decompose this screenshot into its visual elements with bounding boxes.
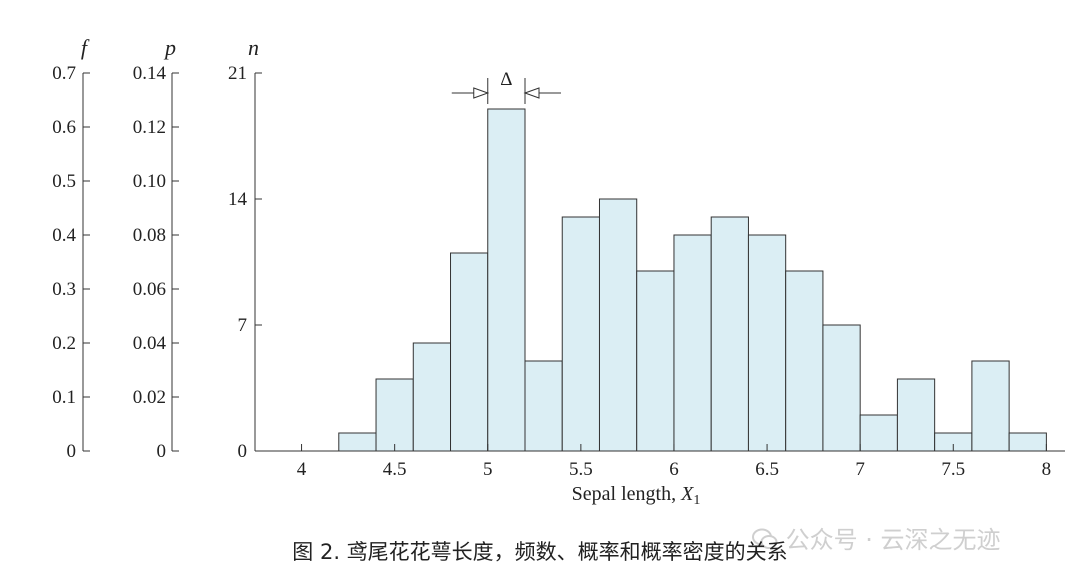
bar-7 (598, 198, 638, 452)
x-axis-tick-label: 7.5 (941, 459, 965, 480)
wechat-icon (752, 528, 778, 549)
bar-5 (524, 360, 563, 452)
delta-left-arrowhead (473, 87, 490, 99)
bar-17 (971, 360, 1010, 452)
axis-n-tick-label: 21 (228, 63, 247, 84)
axis-n-variable: n (248, 35, 259, 60)
bar-13 (822, 324, 861, 452)
bar-9 (673, 234, 712, 452)
x-axis-tick-label: 5 (483, 459, 493, 480)
left-axes-group: 0 0.1 0.2 0.3 0.4 0.5 0.6 0.7f 0 0.02 0.04 0.06 0.08… (52, 35, 262, 462)
bar-0 (338, 432, 377, 452)
figure-caption: 图 2. 鸢尾花花萼长度，频数、概率和概率密度的关系 (292, 540, 788, 564)
axis-p-tick-label: 0 (157, 441, 167, 462)
watermark: 公众号 · 云深之无迹 (752, 520, 1001, 555)
x-axis-label-variable: X (680, 483, 694, 505)
bar-3 (450, 252, 489, 452)
bar-8 (636, 270, 675, 452)
axis-p-tick-label: 0.06 (133, 279, 166, 300)
axis-f-tick-label: 0.7 (52, 63, 76, 84)
bar-11 (747, 234, 787, 452)
bar-1 (375, 378, 414, 452)
axis-f-tick-label: 0.6 (52, 117, 76, 138)
axis-p-tick-label: 0.02 (133, 387, 166, 408)
x-axis-label-subscript: 1 (693, 493, 700, 508)
axis-p-tick-label: 0.08 (133, 225, 166, 246)
axis-n-tick-label: 0 (238, 441, 248, 462)
watermark-text: 公众号 · 云深之无迹 (785, 526, 1001, 554)
axis-f-tick-label: 0.2 (52, 333, 76, 354)
axis-n-tick-label: 7 (238, 315, 248, 336)
axis-p-variable: p (163, 35, 176, 60)
axis-f-variable: f (81, 35, 90, 60)
axis-p-tick-label: 0.10 (133, 171, 166, 192)
axis-f-tick-label: 0.5 (52, 171, 76, 192)
x-axis-tick-label: 5.5 (569, 459, 593, 480)
x-axis-tick-label: 4 (297, 459, 307, 480)
bar-6 (561, 216, 600, 452)
bar-12 (785, 270, 824, 452)
x-axis-tick-label: 6 (669, 459, 679, 480)
delta-symbol: Δ (500, 69, 512, 90)
x-axis-group: 4 4.5 5 5.5 6 6.5 7 7.5 8 (255, 444, 1065, 480)
x-axis-label: Sepal length, X1 (572, 483, 701, 508)
bars-group (338, 108, 1047, 452)
bin-width-annotation: Δ (451, 69, 561, 104)
axis-p-tick-label: 0.14 (133, 63, 167, 84)
histogram-chart: 0 0.1 0.2 0.3 0.4 0.5 0.6 0.7f 0 0.02 0.04 0.06 0.08… (52, 35, 1065, 508)
delta-right-arrowhead (523, 87, 540, 99)
axis-f-tick-label: 0 (67, 441, 77, 462)
bar-18 (1008, 432, 1047, 452)
bar-10 (710, 216, 749, 452)
axis-f-tick-label: 0.1 (52, 387, 76, 408)
x-axis-tick-label: 4.5 (383, 459, 407, 480)
axis-f-tick-label: 0.3 (52, 279, 76, 300)
x-axis-label-text: Sepal length, (572, 483, 681, 505)
axis-f-tick-label: 0.4 (52, 225, 76, 246)
x-axis-tick-label: 8 (1042, 459, 1052, 480)
bar-2 (412, 342, 452, 452)
x-axis-tick-label: 6.5 (755, 459, 779, 480)
axis-p-tick-label: 0.04 (133, 333, 167, 354)
bar-4 (487, 108, 526, 452)
bar-14 (859, 414, 898, 452)
axis-n-tick-label: 14 (228, 189, 248, 210)
x-axis-tick-label: 7 (855, 459, 865, 480)
bar-15 (896, 378, 936, 452)
axis-p-tick-label: 0.12 (133, 117, 166, 138)
